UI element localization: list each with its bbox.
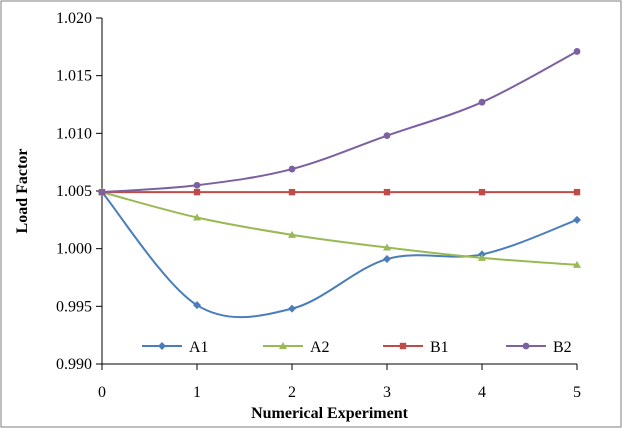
legend-item-a2: A2 [263, 339, 330, 356]
legend-label: A1 [189, 339, 209, 356]
y-tick-label: 1.020 [56, 10, 92, 27]
x-tick-label: 2 [288, 384, 296, 401]
legend-item-a1: A1 [142, 339, 209, 356]
data-point-b2 [573, 48, 581, 55]
series-layer [98, 48, 581, 319]
data-point-b2 [98, 188, 106, 196]
legend-label: B1 [430, 339, 449, 356]
data-point-b1 [478, 188, 486, 196]
data-point-b2 [193, 181, 201, 189]
data-point-a2 [573, 260, 581, 268]
series-line-b2 [101, 50, 578, 194]
legend-item-b1: B1 [383, 339, 449, 356]
data-point-b1 [193, 188, 201, 196]
legend-marker [158, 342, 166, 350]
legend-label: B2 [553, 339, 572, 356]
axis-ticks: 0.990 0.995 1.000 1.005 1.010 1.015 1.020 0 1 2 3 4… [56, 10, 581, 401]
series-line-a1 [101, 191, 578, 319]
data-point-a2 [288, 230, 296, 238]
x-tick-label: 4 [478, 384, 486, 401]
y-tick-label: 1.010 [56, 125, 92, 142]
legend-label: A2 [310, 339, 330, 356]
y-axis-title: Load Factor [14, 149, 31, 234]
data-point-b1 [573, 188, 581, 196]
y-tick-label: 0.990 [56, 356, 92, 373]
data-point-b2 [288, 165, 296, 173]
y-tick-label: 0.995 [56, 298, 92, 315]
y-tick-label: 1.015 [56, 68, 92, 85]
y-tick-label: 1.005 [56, 183, 92, 200]
data-point-a2 [478, 253, 486, 261]
data-point-b1 [288, 188, 296, 196]
data-point-b2 [478, 98, 486, 106]
legend-marker [522, 342, 530, 350]
legend-marker [279, 342, 287, 349]
series-b2 [98, 48, 581, 196]
data-point-a1 [573, 215, 581, 224]
y-tick-label: 1.000 [56, 241, 92, 258]
data-point-b2 [383, 132, 391, 140]
series-line-a2 [101, 191, 578, 266]
data-point-a1 [383, 255, 391, 264]
x-tick-label: 3 [383, 384, 391, 401]
legend: A1 A2 B1 B2 [142, 339, 572, 356]
data-point-a2 [193, 213, 201, 221]
x-tick-label: 0 [98, 384, 106, 401]
data-point-a2 [383, 243, 391, 251]
x-tick-label: 1 [193, 384, 201, 401]
legend-marker [399, 342, 407, 350]
legend-item-b2: B2 [506, 339, 572, 356]
x-tick-label: 5 [573, 384, 581, 401]
x-axis-title: Numerical Experiment [251, 405, 409, 422]
data-point-b1 [383, 188, 391, 196]
data-point-a1 [193, 301, 201, 310]
data-point-a1 [288, 304, 296, 313]
